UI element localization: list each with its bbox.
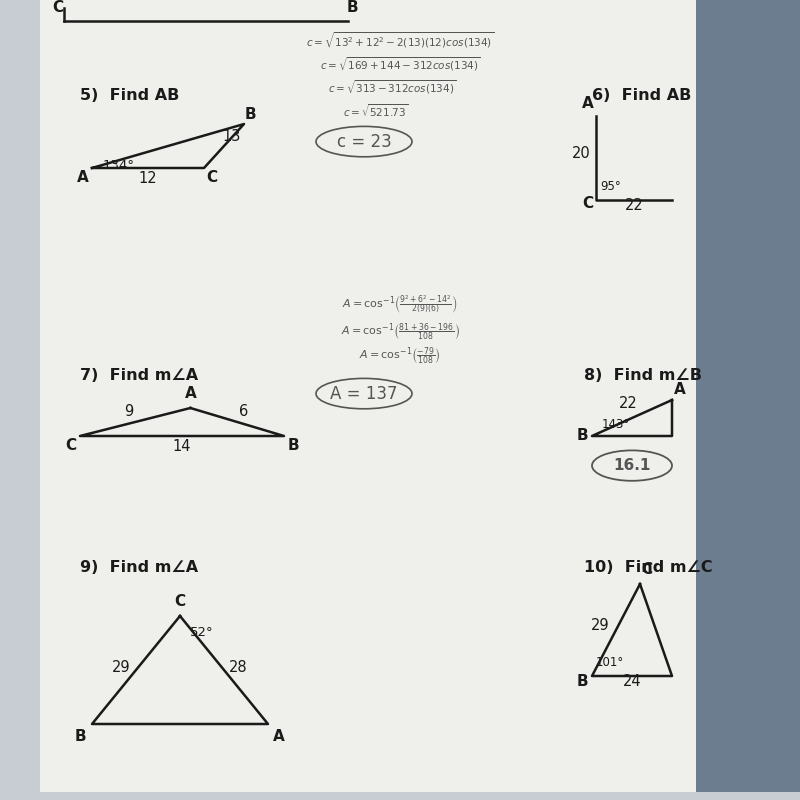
Text: 12: 12: [138, 171, 158, 186]
Text: 6: 6: [239, 404, 248, 419]
Text: 22: 22: [625, 198, 643, 214]
Text: B: B: [577, 428, 588, 443]
Text: C: C: [65, 438, 76, 453]
Text: A: A: [274, 730, 285, 744]
FancyBboxPatch shape: [40, 0, 696, 792]
Text: 9: 9: [124, 404, 134, 419]
Text: A: A: [674, 382, 686, 397]
Text: 7)  Find m∠A: 7) Find m∠A: [80, 369, 198, 383]
Text: 95°: 95°: [600, 180, 621, 194]
Text: 143°: 143°: [602, 418, 630, 431]
Text: 10)  Find m∠C: 10) Find m∠C: [584, 561, 713, 575]
Text: 13: 13: [223, 129, 241, 144]
Text: 20: 20: [572, 146, 591, 161]
Text: B: B: [245, 107, 256, 122]
Text: 14: 14: [173, 439, 191, 454]
Text: A: A: [185, 386, 196, 401]
Text: 5)  Find AB: 5) Find AB: [80, 89, 179, 103]
Text: C: C: [174, 594, 186, 609]
Text: 29: 29: [112, 660, 131, 675]
Text: $c=\sqrt{13^2+12^2-2(13)(12)cos(134)}$: $c=\sqrt{13^2+12^2-2(13)(12)cos(134)}$: [306, 31, 494, 50]
Text: $c=\sqrt{169+144-312cos(134)}$: $c=\sqrt{169+144-312cos(134)}$: [319, 55, 481, 73]
Text: $A=\cos^{-1}\!\left(\frac{-79}{108}\right)$: $A=\cos^{-1}\!\left(\frac{-79}{108}\righ…: [359, 346, 441, 366]
Text: A: A: [77, 170, 88, 185]
Text: 8)  Find m∠B: 8) Find m∠B: [584, 369, 702, 383]
Text: B: B: [346, 0, 358, 14]
Text: B: B: [288, 438, 299, 453]
Text: 6)  Find AB: 6) Find AB: [592, 89, 691, 103]
FancyBboxPatch shape: [696, 0, 800, 792]
Text: B: B: [75, 730, 86, 744]
Text: 24: 24: [622, 674, 642, 690]
Text: A: A: [582, 96, 594, 111]
Text: 28: 28: [229, 660, 248, 675]
Text: C: C: [52, 0, 63, 14]
Text: 9)  Find m∠A: 9) Find m∠A: [80, 561, 198, 575]
Text: A = 137: A = 137: [330, 385, 398, 402]
Text: C: C: [641, 562, 652, 577]
Text: 101°: 101°: [596, 656, 624, 670]
Text: 29: 29: [590, 618, 610, 633]
Text: 134°: 134°: [102, 159, 134, 172]
Text: c = 23: c = 23: [337, 133, 391, 150]
Text: 22: 22: [618, 396, 638, 411]
Text: 16.1: 16.1: [614, 458, 650, 473]
Text: $c=\sqrt{521.73}$: $c=\sqrt{521.73}$: [343, 102, 409, 118]
Text: C: C: [582, 196, 594, 211]
Text: C: C: [206, 170, 218, 185]
Text: $A=\cos^{-1}\!\left(\frac{81+36-196}{108}\right)$: $A=\cos^{-1}\!\left(\frac{81+36-196}{108…: [341, 322, 459, 342]
Text: 52°: 52°: [190, 626, 214, 638]
Text: $c=\sqrt{313-312cos(134)}$: $c=\sqrt{313-312cos(134)}$: [328, 78, 456, 96]
Text: $A=\cos^{-1}\!\left(\frac{9^2+6^2-14^2}{2(9)(6)}\right)$: $A=\cos^{-1}\!\left(\frac{9^2+6^2-14^2}{…: [342, 294, 458, 314]
Text: B: B: [577, 674, 588, 689]
